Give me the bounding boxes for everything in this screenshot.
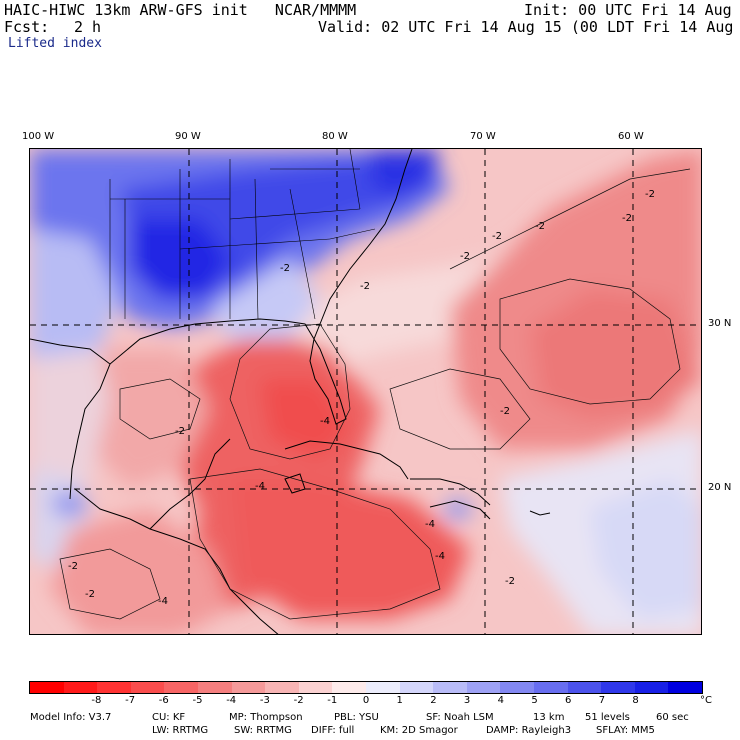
- model-info-pbl: PBL: YSU: [334, 712, 379, 723]
- colorbar-unit: °C: [700, 695, 712, 706]
- lat-label-30n: 30 N: [708, 318, 732, 329]
- contour-label: -2: [505, 576, 515, 587]
- lat-label-20n: 20 N: [708, 482, 732, 493]
- colorbar-tick-label: -7: [125, 695, 136, 706]
- colorbar-swatch: [298, 682, 333, 693]
- model-info-sf: SF: Noah LSM: [426, 712, 494, 723]
- forecast-label: Fcst:: [4, 18, 50, 36]
- model-title: HAIC-HIWC 13km ARW-GFS init NCAR/MMMM: [4, 1, 357, 19]
- contour-label: -2: [535, 221, 545, 232]
- colorbar-tick-label: -6: [158, 695, 169, 706]
- colorbar-swatch: [197, 682, 232, 693]
- colorbar-swatch: [63, 682, 98, 693]
- model-info-km: KM: 2D Smagor: [380, 725, 458, 736]
- forecast-hour: 2 h: [74, 18, 102, 36]
- contour-label: -4: [320, 416, 330, 427]
- contour-label: -2: [280, 263, 290, 274]
- model-info-cu: CU: KF: [152, 712, 186, 723]
- state-borders: [109, 149, 376, 320]
- colorbar-swatch: [533, 682, 568, 693]
- contour-lines: [59, 168, 691, 620]
- lon-label-60w: 60 W: [618, 131, 644, 142]
- colorbar-swatch: [332, 682, 366, 693]
- colorbar-swatch: [466, 682, 501, 693]
- contour-label: -2: [492, 231, 502, 242]
- colorbar-tick-label: 7: [598, 695, 606, 706]
- valid-time: Valid: 02 UTC Fri 14 Aug 15 (00 LDT Fri …: [318, 18, 740, 36]
- contour-label: -2: [500, 406, 510, 417]
- colorbar-swatch: [365, 682, 400, 693]
- lon-label-100w: 100 W: [22, 131, 55, 142]
- colorbar-tick-label: -1: [327, 695, 338, 706]
- model-info-sflay: SFLAY: MM5: [596, 725, 655, 736]
- lon-label-70w: 70 W: [470, 131, 496, 142]
- colorbar-swatch: [601, 682, 635, 693]
- colorbar-swatch: [433, 682, 467, 693]
- colorbar-swatch: [231, 682, 266, 693]
- colorbar-swatch: [567, 682, 602, 693]
- colorbar-tick-label: 5: [531, 695, 538, 706]
- lon-label-90w: 90 W: [175, 131, 201, 142]
- lifted-index-map: -2 -2 -2 -2 -2 -2 -2 -2 -4 -4 -4 -4 -4 -…: [29, 148, 702, 635]
- colorbar-tick-label: 1: [396, 695, 403, 706]
- graticule: [30, 149, 701, 634]
- contour-label: -2: [622, 213, 632, 224]
- model-info-diff: DIFF: full: [311, 725, 355, 736]
- contour-label: -2: [175, 426, 185, 437]
- colorbar-swatch: [130, 682, 165, 693]
- colorbar-swatch: [97, 682, 131, 693]
- colorbar-tick-label: 6: [565, 695, 572, 706]
- contour-label: -2: [460, 251, 470, 262]
- colorbar-swatch: [164, 682, 198, 693]
- colorbar-tick-label: -3: [259, 695, 270, 706]
- contour-label: -2: [68, 561, 78, 572]
- colorbar-swatch: [634, 682, 669, 693]
- colorbar-swatch: [30, 682, 64, 693]
- colorbar-swatch: [265, 682, 299, 693]
- colorbar-tick-label: -4: [226, 695, 237, 706]
- colorbar-tick-label: 0: [362, 695, 370, 706]
- colorbar-swatch: [399, 682, 434, 693]
- colorbar-swatch: [668, 682, 702, 693]
- field-name: Lifted index: [8, 36, 102, 51]
- contour-labels: -2 -2 -2 -2 -2 -2 -2 -2 -4 -4 -4 -4 -4 -…: [68, 189, 655, 607]
- contour-label: -4: [158, 596, 168, 607]
- model-info-lw: LW: RRTMG: [152, 725, 209, 736]
- model-info-resolution: 13 km: [533, 712, 565, 723]
- lon-label-80w: 80 W: [322, 131, 348, 142]
- model-info-levels: 51 levels: [585, 712, 630, 723]
- model-info-sw: SW: RRTMG: [234, 725, 292, 736]
- colorbar-tick-label: 4: [497, 695, 504, 706]
- contour-label: -2: [360, 281, 370, 292]
- colorbar-tick-label: 3: [463, 695, 471, 706]
- model-info-damp: DAMP: Rayleigh3: [486, 725, 572, 736]
- contour-label: -2: [645, 189, 655, 200]
- lifted-index-shading: [30, 149, 701, 634]
- model-info-mp: MP: Thompson: [229, 712, 303, 723]
- colorbar-tick-label: 2: [430, 695, 437, 706]
- colorbar-tick-label: 8: [632, 695, 639, 706]
- colorbar-tick-label: -5: [192, 695, 203, 706]
- colorbar-tick-label: -8: [91, 695, 102, 706]
- contour-label: -4: [435, 551, 445, 562]
- contour-label: -4: [255, 481, 265, 492]
- contour-label: -2: [85, 589, 95, 600]
- colorbar-swatch: [500, 682, 534, 693]
- contour-label: -4: [425, 519, 435, 530]
- init-time: Init: 00 UTC Fri 14 Aug 15: [524, 1, 740, 19]
- model-info-timestep: 60 sec: [656, 712, 689, 723]
- model-info-version: Model Info: V3.7: [30, 712, 112, 723]
- colorbar: [29, 681, 703, 694]
- colorbar-tick-label: -2: [293, 695, 304, 706]
